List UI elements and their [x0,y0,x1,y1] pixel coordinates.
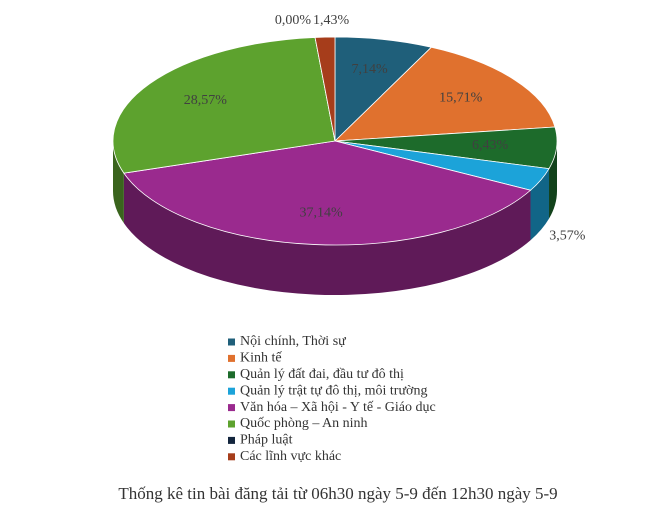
legend-label: Quản lý đất đai, đầu tư đô thị [240,367,404,382]
legend-swatch [228,420,235,428]
legend-label: Nội chính, Thời sự [240,334,346,349]
data-label: 3,57% [549,228,586,243]
data-label: 6,43% [472,138,509,153]
legend-label: Các lĩnh vực khác [240,449,341,464]
slice [333,46,556,142]
slice [123,140,532,246]
data-label: 15,71% [439,90,483,105]
legend-label: Pháp luật [240,433,293,448]
slice [112,37,336,174]
data-label: 7,14% [351,62,388,77]
legend-label: Văn hóa – Xã hội - Y tế - Giáo dục [240,400,436,415]
legend-swatch [228,371,235,379]
data-label: 28,57% [184,93,228,108]
slice [314,36,336,142]
legend-swatch [228,453,235,461]
legend-swatch [228,387,235,395]
legend-swatch [228,436,235,444]
slice [334,36,433,142]
legend-label: Kinh tế [240,351,282,366]
legend-swatch [228,404,235,412]
data-label: 0,00% [275,13,312,28]
legend-swatch [228,338,235,346]
legend-label: Quản lý trật tự đô thị, môi trường [240,383,427,398]
data-label: 1,43% [313,13,350,28]
data-label: 37,14% [300,206,344,221]
slice-side [123,173,531,295]
legend-label: Quốc phòng – An ninh [240,416,368,431]
slice-side [549,141,557,219]
chart-title: Thống kê tin bài đăng tải từ 06h30 ngày … [118,484,557,503]
slice-side [113,141,124,224]
legend-swatch [228,354,235,362]
